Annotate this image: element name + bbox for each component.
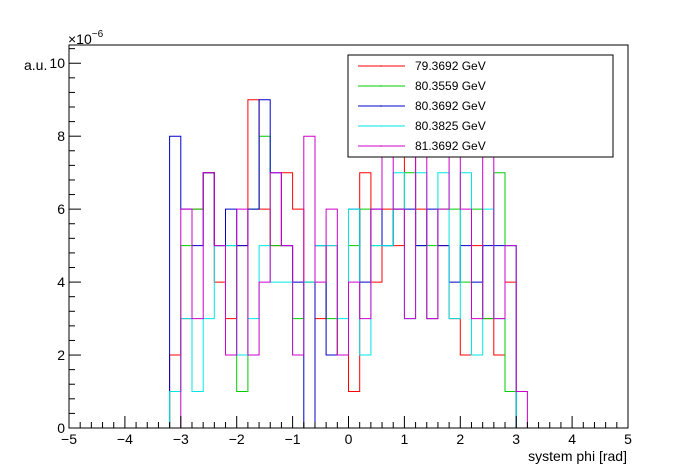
y-axis-title: a.u. [24,57,47,73]
legend-label: 80.3825 GeV [415,119,486,133]
series-layer [169,99,528,429]
x-tick-label: −2 [229,431,245,447]
legend-marker [380,105,382,107]
y-tick-label: 6 [57,201,65,217]
legend-label: 81.3692 GeV [415,139,486,153]
legend-marker [380,145,382,147]
x-axis: −5 −4 −3 −2 −1 0 1 2 3 4 5 [61,416,632,447]
legend-marker [380,85,382,87]
legend-label: 80.3692 GeV [415,99,486,113]
y-tick-label: 8 [57,128,65,144]
legend: 79.3692 GeV 80.3559 GeV 80.3692 GeV 80.3825… [347,54,614,158]
x-tick-label: −3 [173,431,189,447]
y-tick-label: 4 [57,274,65,290]
series-line-5 [169,135,528,429]
y-tick-label: 2 [57,347,65,363]
x-tick-label: −1 [285,431,301,447]
x-tick-label: 0 [345,431,353,447]
x-axis-title: system phi [rad] [528,448,627,464]
legend-label: 79.3692 GeV [415,59,486,73]
legend-marker [380,125,382,127]
x-tick-label: 3 [512,431,520,447]
y-tick-label: 10 [49,55,65,71]
y-exponent-label: ×10−6 [68,29,104,47]
x-tick-label: −5 [61,431,77,447]
legend-label: 80.3559 GeV [415,79,486,93]
x-tick-label: 2 [456,431,464,447]
x-tick-label: 4 [568,431,576,447]
x-tick-label: 5 [624,431,632,447]
x-tick-label: 1 [401,431,409,447]
x-tick-label: −4 [117,431,133,447]
y-tick-label: 0 [57,420,65,436]
legend-marker [380,65,382,67]
y-axis: 0 2 4 6 8 10 [49,48,81,436]
